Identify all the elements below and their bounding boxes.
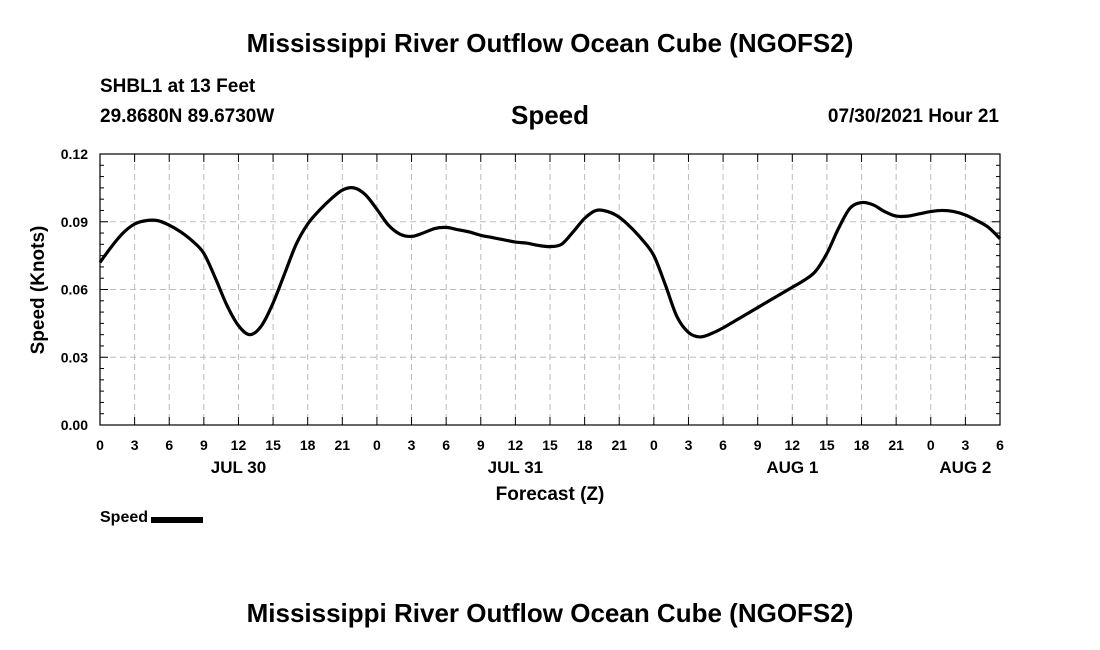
x-tick-label: 6 <box>996 437 1004 453</box>
x-tick-label: 3 <box>685 437 693 453</box>
y-axis-title: Speed (Knots) <box>28 226 49 355</box>
x-tick-label: 3 <box>131 437 139 453</box>
x-tick-label: 18 <box>577 437 593 453</box>
grid-lines <box>100 154 1000 425</box>
y-tick-label: 0.03 <box>61 349 88 365</box>
x-tick-label: 12 <box>231 437 247 453</box>
day-label: JUL 30 <box>211 458 266 477</box>
axis-labels: 0 3 6 9 12 15 18 21 0 3 6 9 12 15 18 21 0 3 6 9 12 15 18 21 0 3 6 0… <box>61 146 1004 477</box>
x-tick-label: 3 <box>408 437 416 453</box>
x-tick-label: 18 <box>854 437 870 453</box>
x-tick-label: 21 <box>611 437 627 453</box>
y-tick-label: 0.06 <box>61 282 88 298</box>
legend-line-swatch <box>151 516 204 523</box>
speed-series-line <box>98 186 1002 339</box>
x-tick-label: 0 <box>650 437 658 453</box>
day-label: AUG 2 <box>939 458 991 477</box>
x-tick-label: 9 <box>477 437 485 453</box>
footer-title: Mississippi River Outflow Ocean Cube (NG… <box>246 598 854 628</box>
y-tick-label: 0.09 <box>61 214 88 230</box>
chart-main-title: Mississippi River Outflow Ocean Cube (NG… <box>246 28 854 58</box>
x-tick-label: 12 <box>785 437 801 453</box>
forecast-datetime: 07/30/2021 Hour 21 <box>827 106 999 127</box>
x-tick-label: 0 <box>96 437 104 453</box>
series-layer <box>98 186 1002 339</box>
x-tick-label: 0 <box>927 437 935 453</box>
x-tick-label: 0 <box>373 437 381 453</box>
x-tick-label: 21 <box>888 437 904 453</box>
x-tick-label: 3 <box>961 437 969 453</box>
legend-label: Speed <box>100 509 149 526</box>
legend: Speed <box>100 509 204 527</box>
x-tick-label: 18 <box>300 437 316 453</box>
day-label: AUG 1 <box>766 458 818 477</box>
day-label: JUL 31 <box>488 458 543 477</box>
x-tick-label: 15 <box>819 437 835 453</box>
plot-frame <box>99 153 1001 426</box>
x-tick-label: 21 <box>335 437 351 453</box>
x-tick-label: 6 <box>165 437 173 453</box>
x-tick-label: 15 <box>265 437 281 453</box>
x-tick-label: 6 <box>442 437 450 453</box>
y-tick-label: 0.00 <box>61 417 88 433</box>
variable-title: Speed <box>510 100 590 130</box>
station-label: SHBL1 at 13 Feet <box>100 76 256 97</box>
x-tick-label: 15 <box>542 437 558 453</box>
x-tick-label: 9 <box>200 437 208 453</box>
y-tick-label: 0.12 <box>61 146 88 162</box>
x-tick-label: 9 <box>754 437 762 453</box>
coordinates-label: 29.8680N 89.6730W <box>100 106 275 127</box>
x-tick-label: 12 <box>508 437 524 453</box>
x-tick-label: 6 <box>719 437 727 453</box>
x-axis-title: Forecast (Z) <box>496 484 605 505</box>
